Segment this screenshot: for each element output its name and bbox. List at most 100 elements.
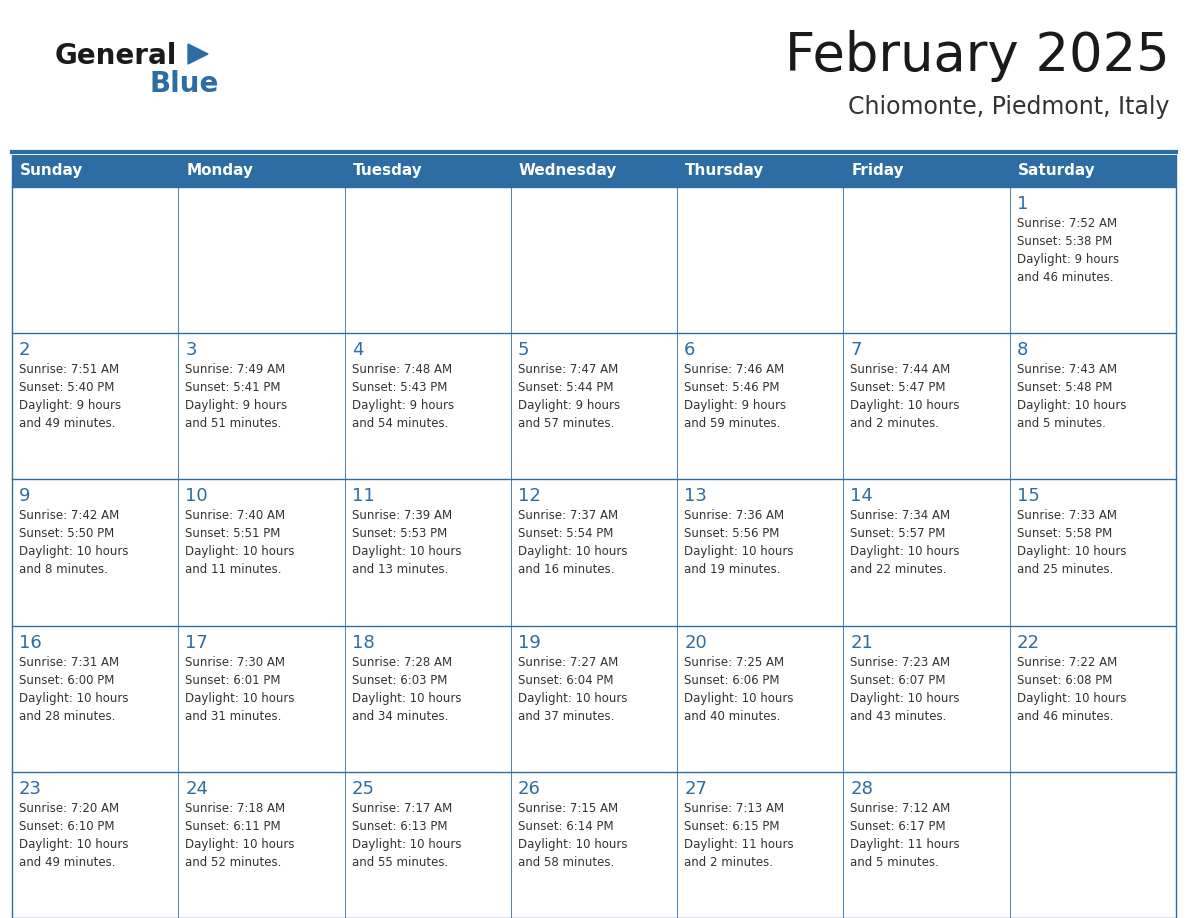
Text: 7: 7	[851, 341, 862, 359]
Bar	[677, 772, 843, 918]
Bar	[345, 155, 511, 187]
Text: 6: 6	[684, 341, 695, 359]
Bar	[677, 625, 843, 772]
Bar	[677, 187, 843, 333]
Bar	[677, 155, 843, 187]
Text: 4: 4	[352, 341, 364, 359]
Text: 23: 23	[19, 779, 42, 798]
Polygon shape	[188, 44, 208, 64]
Text: 9: 9	[19, 487, 31, 506]
Text: Sunrise: 7:20 AM
Sunset: 6:10 PM
Daylight: 10 hours
and 49 minutes.: Sunrise: 7:20 AM Sunset: 6:10 PM Dayligh…	[19, 801, 128, 868]
Bar	[178, 625, 345, 772]
Bar	[843, 772, 1010, 918]
Bar	[1010, 333, 1176, 479]
Text: Sunrise: 7:48 AM
Sunset: 5:43 PM
Daylight: 9 hours
and 54 minutes.: Sunrise: 7:48 AM Sunset: 5:43 PM Dayligh…	[352, 364, 454, 431]
Text: Chiomonte, Piedmont, Italy: Chiomonte, Piedmont, Italy	[848, 95, 1170, 119]
Bar	[345, 772, 511, 918]
Text: Sunrise: 7:12 AM
Sunset: 6:17 PM
Daylight: 11 hours
and 5 minutes.: Sunrise: 7:12 AM Sunset: 6:17 PM Dayligh…	[851, 801, 960, 868]
Text: Sunrise: 7:25 AM
Sunset: 6:06 PM
Daylight: 10 hours
and 40 minutes.: Sunrise: 7:25 AM Sunset: 6:06 PM Dayligh…	[684, 655, 794, 722]
Text: Sunrise: 7:18 AM
Sunset: 6:11 PM
Daylight: 10 hours
and 52 minutes.: Sunrise: 7:18 AM Sunset: 6:11 PM Dayligh…	[185, 801, 295, 868]
Bar	[511, 333, 677, 479]
Bar	[12, 625, 178, 772]
Bar	[511, 772, 677, 918]
Bar	[1010, 187, 1176, 333]
Text: Sunrise: 7:23 AM
Sunset: 6:07 PM
Daylight: 10 hours
and 43 minutes.: Sunrise: 7:23 AM Sunset: 6:07 PM Dayligh…	[851, 655, 960, 722]
Bar	[12, 187, 178, 333]
Text: Sunrise: 7:28 AM
Sunset: 6:03 PM
Daylight: 10 hours
and 34 minutes.: Sunrise: 7:28 AM Sunset: 6:03 PM Dayligh…	[352, 655, 461, 722]
Text: Sunrise: 7:46 AM
Sunset: 5:46 PM
Daylight: 9 hours
and 59 minutes.: Sunrise: 7:46 AM Sunset: 5:46 PM Dayligh…	[684, 364, 786, 431]
Text: 21: 21	[851, 633, 873, 652]
Bar	[511, 625, 677, 772]
Text: Sunrise: 7:42 AM
Sunset: 5:50 PM
Daylight: 10 hours
and 8 minutes.: Sunrise: 7:42 AM Sunset: 5:50 PM Dayligh…	[19, 509, 128, 577]
Bar	[1010, 155, 1176, 187]
Bar	[843, 187, 1010, 333]
Text: 25: 25	[352, 779, 374, 798]
Text: Blue: Blue	[150, 70, 220, 98]
Text: February 2025: February 2025	[785, 30, 1170, 82]
Bar	[843, 333, 1010, 479]
Text: Sunrise: 7:17 AM
Sunset: 6:13 PM
Daylight: 10 hours
and 55 minutes.: Sunrise: 7:17 AM Sunset: 6:13 PM Dayligh…	[352, 801, 461, 868]
Text: 8: 8	[1017, 341, 1028, 359]
Text: 20: 20	[684, 633, 707, 652]
Text: 15: 15	[1017, 487, 1040, 506]
Text: Sunrise: 7:39 AM
Sunset: 5:53 PM
Daylight: 10 hours
and 13 minutes.: Sunrise: 7:39 AM Sunset: 5:53 PM Dayligh…	[352, 509, 461, 577]
Text: Sunday: Sunday	[20, 163, 83, 178]
Text: Sunrise: 7:30 AM
Sunset: 6:01 PM
Daylight: 10 hours
and 31 minutes.: Sunrise: 7:30 AM Sunset: 6:01 PM Dayligh…	[185, 655, 295, 722]
Text: 5: 5	[518, 341, 530, 359]
Text: Sunrise: 7:22 AM
Sunset: 6:08 PM
Daylight: 10 hours
and 46 minutes.: Sunrise: 7:22 AM Sunset: 6:08 PM Dayligh…	[1017, 655, 1126, 722]
Text: 14: 14	[851, 487, 873, 506]
Text: Sunrise: 7:31 AM
Sunset: 6:00 PM
Daylight: 10 hours
and 28 minutes.: Sunrise: 7:31 AM Sunset: 6:00 PM Dayligh…	[19, 655, 128, 722]
Text: Saturday: Saturday	[1018, 163, 1095, 178]
Bar	[345, 479, 511, 625]
Text: Sunrise: 7:15 AM
Sunset: 6:14 PM
Daylight: 10 hours
and 58 minutes.: Sunrise: 7:15 AM Sunset: 6:14 PM Dayligh…	[518, 801, 627, 868]
Bar	[1010, 772, 1176, 918]
Text: 22: 22	[1017, 633, 1040, 652]
Text: Sunrise: 7:52 AM
Sunset: 5:38 PM
Daylight: 9 hours
and 46 minutes.: Sunrise: 7:52 AM Sunset: 5:38 PM Dayligh…	[1017, 217, 1119, 284]
Text: 19: 19	[518, 633, 541, 652]
Text: Sunrise: 7:44 AM
Sunset: 5:47 PM
Daylight: 10 hours
and 2 minutes.: Sunrise: 7:44 AM Sunset: 5:47 PM Dayligh…	[851, 364, 960, 431]
Text: 17: 17	[185, 633, 208, 652]
Bar	[345, 625, 511, 772]
Bar	[843, 479, 1010, 625]
Bar	[511, 155, 677, 187]
Text: Sunrise: 7:37 AM
Sunset: 5:54 PM
Daylight: 10 hours
and 16 minutes.: Sunrise: 7:37 AM Sunset: 5:54 PM Dayligh…	[518, 509, 627, 577]
Text: Sunrise: 7:51 AM
Sunset: 5:40 PM
Daylight: 9 hours
and 49 minutes.: Sunrise: 7:51 AM Sunset: 5:40 PM Dayligh…	[19, 364, 121, 431]
Text: General: General	[55, 42, 177, 70]
Text: Monday: Monday	[187, 163, 253, 178]
Text: 16: 16	[19, 633, 42, 652]
Bar	[12, 333, 178, 479]
Bar	[1010, 479, 1176, 625]
Text: Sunrise: 7:36 AM
Sunset: 5:56 PM
Daylight: 10 hours
and 19 minutes.: Sunrise: 7:36 AM Sunset: 5:56 PM Dayligh…	[684, 509, 794, 577]
Text: Sunrise: 7:33 AM
Sunset: 5:58 PM
Daylight: 10 hours
and 25 minutes.: Sunrise: 7:33 AM Sunset: 5:58 PM Dayligh…	[1017, 509, 1126, 577]
Bar	[178, 772, 345, 918]
Bar	[1010, 625, 1176, 772]
Bar	[178, 479, 345, 625]
Bar	[677, 333, 843, 479]
Text: Tuesday: Tuesday	[353, 163, 422, 178]
Text: Friday: Friday	[852, 163, 904, 178]
Bar	[178, 187, 345, 333]
Text: 27: 27	[684, 779, 707, 798]
Text: 10: 10	[185, 487, 208, 506]
Bar	[12, 155, 178, 187]
Bar	[12, 772, 178, 918]
Bar	[677, 479, 843, 625]
Text: 11: 11	[352, 487, 374, 506]
Bar	[511, 187, 677, 333]
Text: 13: 13	[684, 487, 707, 506]
Text: 24: 24	[185, 779, 208, 798]
Text: 2: 2	[19, 341, 31, 359]
Bar	[12, 479, 178, 625]
Bar	[178, 333, 345, 479]
Bar	[345, 187, 511, 333]
Text: Sunrise: 7:13 AM
Sunset: 6:15 PM
Daylight: 11 hours
and 2 minutes.: Sunrise: 7:13 AM Sunset: 6:15 PM Dayligh…	[684, 801, 794, 868]
Bar	[843, 155, 1010, 187]
Bar	[511, 479, 677, 625]
Text: 28: 28	[851, 779, 873, 798]
Text: Thursday: Thursday	[685, 163, 765, 178]
Bar	[345, 333, 511, 479]
Text: Wednesday: Wednesday	[519, 163, 618, 178]
Text: Sunrise: 7:27 AM
Sunset: 6:04 PM
Daylight: 10 hours
and 37 minutes.: Sunrise: 7:27 AM Sunset: 6:04 PM Dayligh…	[518, 655, 627, 722]
Text: 12: 12	[518, 487, 541, 506]
Text: 26: 26	[518, 779, 541, 798]
